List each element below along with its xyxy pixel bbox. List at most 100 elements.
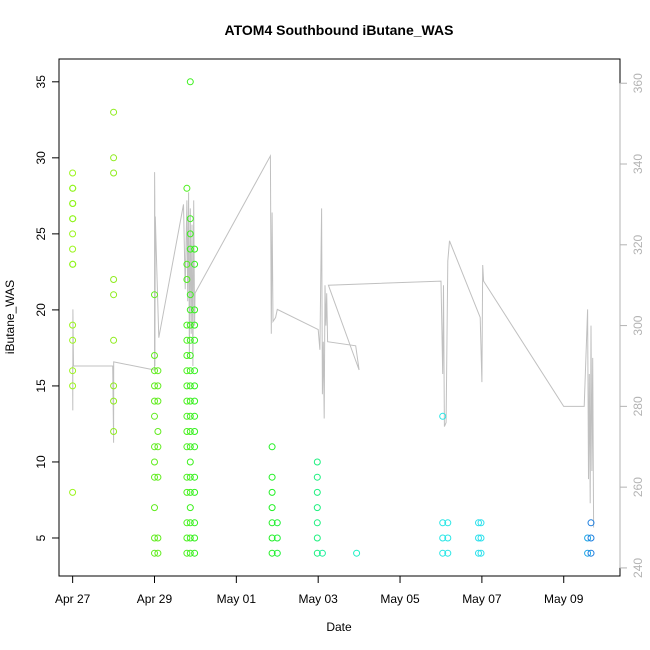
scatter-point — [475, 519, 482, 527]
scatter-point — [69, 184, 77, 192]
scatter-point — [273, 534, 281, 542]
scatter-point — [268, 473, 276, 481]
line-series-layer — [72, 153, 595, 528]
scatter-point — [191, 412, 199, 420]
scatter-point — [191, 260, 199, 268]
y-tick-label: 35 — [34, 75, 48, 89]
scatter-point — [273, 519, 281, 527]
scatter-point — [191, 367, 199, 375]
scatter-point — [186, 473, 194, 481]
scatter-point — [151, 458, 158, 466]
scatter-point — [186, 291, 194, 299]
x-tick-label: May 09 — [544, 592, 584, 606]
scatter-point — [69, 215, 77, 223]
scatter-point — [110, 382, 118, 390]
scatter-point — [183, 397, 191, 405]
scatter-point — [151, 352, 158, 359]
scatter-point — [313, 549, 321, 557]
y-tick-label: 30 — [34, 151, 48, 165]
y-tick-label: 20 — [34, 303, 48, 317]
x-tick-label: May 01 — [217, 592, 257, 606]
scatter-point — [154, 443, 162, 451]
scatter-point — [439, 534, 447, 542]
scatter-point — [313, 458, 321, 466]
scatter-point — [268, 488, 276, 496]
scatter-point — [110, 169, 118, 177]
scatter-point — [183, 276, 191, 283]
scatter-point — [186, 367, 194, 375]
y-tick-label: 5 — [34, 534, 48, 541]
scatter-point — [313, 534, 321, 542]
scatter-point — [191, 336, 199, 344]
scatter-point — [584, 549, 592, 557]
scatter-point — [183, 352, 191, 359]
scatter-point — [191, 519, 199, 527]
scatter-point — [69, 260, 77, 268]
scatter-point — [186, 230, 194, 238]
scatter-point — [69, 488, 77, 496]
scatter-point — [475, 549, 482, 557]
x-axis: Apr 27 Apr 29 May 01 May 03 May 05 May 07 May … — [55, 575, 584, 606]
scatter-point — [191, 428, 199, 435]
scatter-point — [186, 504, 194, 512]
scatter-point — [313, 473, 321, 481]
scatter-point — [191, 473, 199, 481]
scatter-point — [186, 519, 194, 527]
scatter-point — [69, 336, 77, 344]
x-tick-label: Apr 29 — [137, 592, 173, 606]
scatter-point — [353, 549, 361, 557]
scatter-point — [587, 549, 595, 557]
scatter-point — [268, 549, 276, 557]
scatter-point — [110, 154, 118, 162]
y-tick-label: 15 — [34, 379, 48, 393]
scatter-point — [69, 245, 77, 253]
scatter-point — [273, 549, 281, 557]
scatter-point — [186, 78, 194, 86]
y2-tick-label: 320 — [631, 234, 645, 254]
scatter-point — [183, 412, 191, 420]
scatter-point — [186, 352, 194, 359]
scatter-point — [110, 336, 118, 344]
scatter-point — [154, 367, 162, 375]
scatter-point — [444, 534, 452, 542]
plot-frame — [58, 58, 621, 577]
scatter-point — [183, 184, 191, 192]
scatter-point — [154, 549, 162, 557]
scatter-point — [69, 200, 77, 207]
scatter-point — [186, 382, 194, 390]
scatter-point — [191, 488, 199, 496]
x-tick-label: May 03 — [299, 592, 339, 606]
scatter-point — [186, 306, 194, 314]
scatter-point — [191, 321, 199, 329]
scatter-point — [584, 534, 592, 542]
scatter-point — [186, 215, 194, 223]
scatter-point — [439, 412, 447, 420]
scatter-point — [183, 549, 191, 557]
y2-axis: 240 260 280 300 320 340 360 — [619, 73, 645, 578]
scatter-point — [183, 519, 191, 527]
scatter-point — [110, 291, 118, 299]
scatter-point — [183, 473, 191, 481]
scatter-point — [587, 519, 595, 527]
y-axis-title: iButane_WAS — [3, 280, 17, 354]
scatter-point — [477, 519, 485, 527]
scatter-point — [183, 336, 191, 344]
scatter-point — [183, 443, 191, 451]
scatter-point — [151, 397, 158, 405]
y-tick-label: 10 — [34, 455, 48, 469]
scatter-point — [183, 534, 191, 542]
scatter-point — [154, 473, 162, 481]
scatter-point — [151, 382, 158, 390]
scatter-point — [110, 397, 118, 405]
scatter-point — [477, 534, 485, 542]
scatter-point — [186, 397, 194, 405]
scatter-point — [151, 549, 158, 557]
scatter-point — [191, 549, 199, 557]
scatter-point — [183, 382, 191, 390]
scatter-point — [69, 169, 77, 177]
scatter-point — [186, 443, 194, 451]
scatter-point — [477, 549, 485, 557]
scatter-point — [439, 519, 447, 527]
y-axis: 5 10 15 20 25 30 35 — [34, 75, 59, 541]
scatter-point — [151, 443, 158, 451]
